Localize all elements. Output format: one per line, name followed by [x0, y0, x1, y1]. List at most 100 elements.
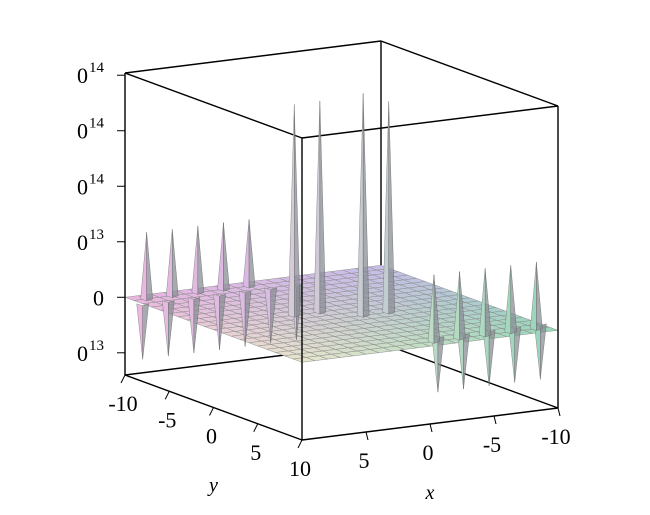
spike-face-dark: [248, 219, 256, 289]
spike-face-light: [382, 101, 389, 315]
spike: [427, 274, 441, 344]
spike-face-dark: [484, 268, 492, 338]
spike-face-dark: [459, 271, 466, 341]
spike: [187, 297, 201, 353]
spike-face-light: [530, 261, 537, 331]
spike: [356, 93, 370, 318]
spike-face-light: [140, 232, 147, 302]
spike-face-dark: [510, 265, 517, 335]
spike-face-light: [242, 219, 250, 289]
spike-face-light: [217, 222, 224, 292]
spike-face-light: [187, 297, 195, 353]
spike: [478, 268, 492, 338]
spike-face-dark: [197, 225, 205, 295]
box-edge: [301, 105, 559, 139]
z-tick-power: 13: [89, 338, 104, 354]
spike: [288, 104, 301, 318]
spike-face-light: [288, 104, 295, 318]
x-tick: [493, 415, 497, 425]
spike: [136, 303, 149, 360]
spike-face-dark: [142, 303, 149, 360]
box-edge: [380, 342, 559, 409]
spike-face-dark: [433, 274, 441, 344]
spike-face-dark: [219, 293, 226, 350]
spike: [457, 333, 470, 389]
spike-face-light: [166, 229, 173, 299]
spike: [482, 329, 496, 386]
spike-face-light: [191, 225, 199, 295]
spike-face-dark: [172, 229, 179, 299]
spike-face-light: [136, 303, 143, 360]
box-edge: [380, 40, 559, 107]
y-tick: [297, 439, 303, 449]
x-tick: [429, 423, 433, 433]
spike-face-dark: [514, 326, 521, 383]
spike: [242, 219, 256, 289]
spike: [508, 326, 521, 383]
z-tick-power: 14: [89, 116, 105, 132]
spike-face-dark: [362, 93, 370, 318]
z-tick-power: 14: [89, 60, 105, 76]
x-tick-label: 5: [359, 448, 370, 473]
spike-face-dark: [223, 222, 230, 292]
spike: [238, 290, 252, 347]
spike-face-dark: [193, 297, 201, 353]
x-axis-title: x: [425, 482, 435, 504]
spike-face-light: [534, 323, 541, 380]
spike: [313, 101, 327, 315]
z-tick-label: 0: [77, 174, 88, 199]
z-tick-power: 13: [89, 227, 104, 243]
spike-face-light: [313, 101, 321, 315]
y-tick-label: 0: [206, 424, 217, 449]
spike-face-dark: [294, 104, 301, 318]
z-tick-label: 0: [77, 230, 88, 255]
spike: [162, 300, 175, 357]
spike: [217, 222, 230, 292]
y-tick: [209, 407, 214, 416]
y-tick: [120, 374, 126, 384]
y-tick-label: 5: [250, 440, 261, 465]
z-tick-label: 0: [77, 341, 88, 366]
spike: [213, 293, 226, 350]
x-tick-label: -5: [483, 432, 501, 457]
spike: [140, 232, 153, 302]
spike-face-light: [508, 326, 515, 383]
spike-face-light: [457, 333, 464, 389]
z-tick-power: 14: [89, 171, 105, 187]
spike-face-dark: [437, 336, 445, 393]
spike: [453, 271, 466, 341]
spike-face-dark: [168, 300, 175, 357]
x-tick-label: -10: [541, 424, 570, 449]
y-tick-label: -10: [108, 391, 137, 416]
x-tick-label: 0: [423, 440, 434, 465]
spike: [382, 101, 395, 315]
z-tick-label: 0: [77, 63, 88, 88]
spike: [264, 287, 277, 344]
y-tick: [164, 391, 170, 400]
spike: [530, 261, 543, 331]
y-axis-title: y: [207, 475, 218, 497]
spike-face-dark: [488, 329, 496, 386]
spike: [504, 265, 517, 335]
spike-face-dark: [270, 287, 277, 344]
spike-face-dark: [463, 333, 470, 389]
spike-face-dark: [146, 232, 153, 302]
box-edge: [124, 40, 382, 74]
spike-face-dark: [319, 101, 327, 315]
x-tick: [365, 431, 369, 441]
x-tick: [557, 407, 561, 417]
spike: [191, 225, 205, 295]
y-tick-label: -5: [158, 407, 176, 432]
spike-face-dark: [388, 101, 395, 315]
z-tick-label: 0: [93, 285, 104, 310]
spike-face-light: [482, 329, 490, 386]
spike-face-dark: [244, 290, 252, 347]
spike: [431, 336, 445, 393]
spike-face-light: [431, 336, 439, 393]
y-tick: [253, 423, 259, 432]
box-edge: [124, 72, 303, 139]
y-tick-label: 10: [289, 456, 311, 481]
spike-face-light: [504, 265, 511, 335]
